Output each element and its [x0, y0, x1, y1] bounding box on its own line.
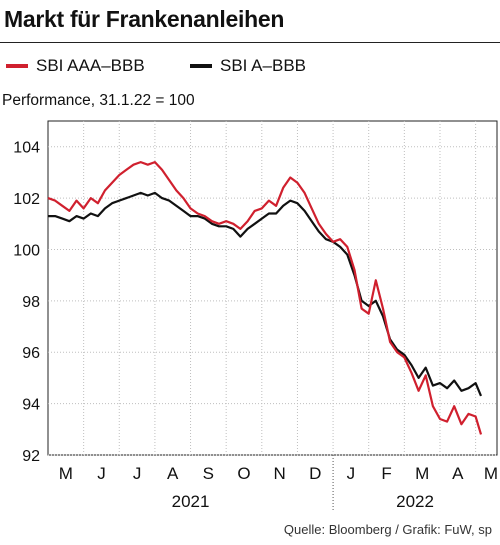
legend: SBI AAA–BBB SBI A–BBB	[0, 56, 500, 80]
legend-swatch-black	[190, 64, 212, 68]
x-tick-label: O	[237, 464, 250, 483]
legend-item-red: SBI AAA–BBB	[6, 56, 145, 76]
year-label: 2022	[396, 492, 434, 511]
x-tick-label: M	[415, 464, 429, 483]
x-tick-label: A	[452, 464, 464, 483]
year-label: 2021	[172, 492, 210, 511]
y-tick-label: 104	[13, 140, 40, 157]
x-tick-label: N	[273, 464, 285, 483]
legend-swatch-red	[6, 64, 28, 68]
y-tick-label: 98	[22, 294, 40, 311]
title-divider	[0, 42, 500, 43]
legend-item-black: SBI A–BBB	[190, 56, 306, 76]
y-tick-label: 92	[22, 448, 40, 465]
y-tick-label: 96	[22, 345, 40, 362]
x-tick-label: A	[167, 464, 179, 483]
y-tick-label: 102	[13, 191, 40, 208]
x-tick-label: M	[484, 464, 498, 483]
x-tick-label: D	[309, 464, 321, 483]
plot-frame	[47, 120, 498, 456]
legend-label-black: SBI A–BBB	[220, 56, 306, 75]
y-axis-title: Performance, 31.1.22 = 100	[2, 92, 195, 109]
series-line-sbi-aaa-bbb	[47, 161, 483, 435]
x-tick-label: J	[97, 464, 106, 483]
y-tick-label: 94	[22, 397, 40, 414]
x-tick-label: J	[347, 464, 356, 483]
source-note: Quelle: Bloomberg / Grafik: FuW, sp	[283, 522, 492, 537]
x-tick-label: J	[133, 464, 142, 483]
y-tick-label: 100	[13, 242, 40, 259]
legend-label-red: SBI AAA–BBB	[36, 56, 145, 75]
series-line-sbi-a-bbb	[48, 191, 483, 397]
x-tick-label: F	[381, 464, 391, 483]
x-tick-label: S	[203, 464, 214, 483]
x-tick-label: M	[59, 464, 73, 483]
chart-title: Markt für Frankenanleihen	[4, 6, 285, 32]
